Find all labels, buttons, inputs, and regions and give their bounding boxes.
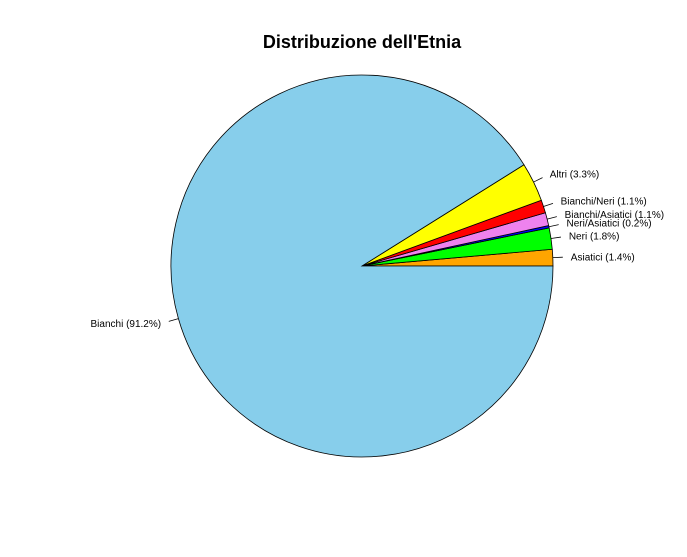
- chart-title: Distribuzione dell'Etnia: [263, 32, 462, 52]
- slice-label-bianchi-asiatici: Bianchi/Asiatici (1.1%): [565, 210, 664, 221]
- leader-line-bianchi: [169, 319, 179, 322]
- slice-label-bianchi: Bianchi (91.2%): [91, 319, 162, 330]
- slice-label-neri: Neri (1.8%): [569, 231, 620, 242]
- leader-line-altri: [534, 178, 543, 182]
- leader-line-neri: [551, 237, 561, 238]
- pie-slices: [171, 75, 553, 457]
- pie-slice-bianchi: [171, 75, 553, 457]
- slice-label-altri: Altri (3.3%): [550, 170, 599, 181]
- slice-label-bianchi-neri: Bianchi/Neri (1.1%): [561, 196, 647, 207]
- leader-line-bianchi-neri: [543, 203, 553, 206]
- slice-label-asiatici: Asiatici (1.4%): [571, 252, 635, 263]
- leader-line-neri-asiatici: [549, 225, 559, 227]
- leader-line-bianchi-asiatici: [547, 217, 557, 219]
